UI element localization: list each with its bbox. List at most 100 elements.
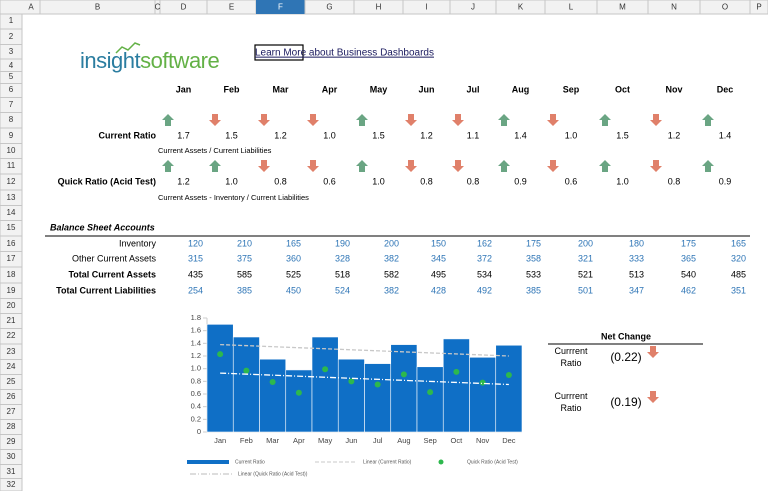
column-header[interactable]: B [95, 3, 100, 12]
column-header[interactable]: L [569, 3, 574, 12]
trend-arrow [162, 160, 174, 172]
ratio-value: 1.4 [514, 130, 527, 140]
column-header[interactable]: F [278, 3, 283, 12]
scatter-point [243, 367, 250, 374]
row-header[interactable]: 32 [7, 480, 16, 489]
bar [495, 344, 523, 433]
account-value: 254 [188, 285, 203, 295]
row-header[interactable]: 8 [9, 115, 14, 124]
trend-arrow [547, 114, 559, 126]
column-header[interactable]: M [619, 3, 626, 12]
row-header[interactable]: 20 [7, 301, 16, 310]
x-tick-label: Jun [345, 436, 357, 445]
row-header[interactable]: 2 [9, 32, 14, 41]
ratio-value: 0.8 [467, 176, 480, 186]
selected-column-header [256, 0, 305, 14]
trend-arrow [702, 114, 714, 126]
scatter-point [427, 389, 434, 396]
row-header[interactable]: 9 [9, 131, 14, 140]
net-change-value: (0.19) [610, 395, 641, 409]
row-header[interactable]: 26 [7, 392, 16, 401]
column-header[interactable]: D [181, 3, 187, 12]
account-value: 513 [629, 269, 644, 279]
row-header[interactable]: 25 [7, 377, 16, 386]
column-header[interactable]: N [671, 3, 677, 12]
account-label: Inventory [119, 238, 157, 248]
column-header[interactable]: P [756, 3, 761, 12]
account-value: 385 [526, 285, 541, 295]
row-header[interactable]: 4 [9, 61, 14, 70]
scatter-point [269, 378, 276, 385]
row-header[interactable]: 16 [7, 239, 16, 248]
ratio-value: 0.6 [323, 176, 336, 186]
bar [206, 324, 234, 433]
column-header[interactable]: G [326, 3, 332, 12]
row-header[interactable]: 7 [9, 100, 14, 109]
row-header[interactable]: 15 [7, 223, 16, 232]
ratio-value: 0.8 [274, 176, 287, 186]
column-header[interactable]: E [229, 3, 234, 12]
row-header[interactable]: 18 [7, 270, 16, 279]
account-value: 320 [731, 253, 746, 263]
column-header[interactable]: C [155, 3, 161, 12]
trend-arrow [162, 114, 174, 126]
y-tick-label: 0 [197, 427, 201, 436]
row-header[interactable]: 14 [7, 208, 16, 217]
row-header[interactable]: 12 [7, 177, 16, 186]
row-header[interactable]: 30 [7, 452, 16, 461]
month-header: Apr [322, 84, 338, 94]
row-header[interactable]: 1 [9, 16, 14, 25]
account-value: 534 [477, 269, 492, 279]
account-value: 382 [384, 285, 399, 295]
row-header[interactable]: 27 [7, 407, 16, 416]
row-header[interactable]: 3 [9, 47, 14, 56]
row-header[interactable]: 29 [7, 437, 16, 446]
row-header[interactable]: 23 [7, 347, 16, 356]
row-header[interactable]: 21 [7, 316, 16, 325]
row-header[interactable]: 22 [7, 331, 16, 340]
logo-part: insight [80, 48, 140, 73]
row-header[interactable]: 31 [7, 467, 16, 476]
column-header[interactable]: J [471, 3, 475, 12]
ratio-label: Quick Ratio (Acid Test) [58, 176, 156, 186]
column-header[interactable]: O [722, 3, 728, 12]
account-value: 328 [335, 253, 350, 263]
ratio-value: 1.2 [668, 130, 681, 140]
logo-graph [115, 42, 141, 54]
row-header[interactable]: 6 [9, 85, 14, 94]
row-header[interactable]: 10 [7, 146, 16, 155]
column-header[interactable]: I [425, 3, 427, 12]
ratio-value: 1.0 [323, 130, 336, 140]
row-header[interactable]: 19 [7, 286, 16, 295]
row-header[interactable]: 13 [7, 193, 16, 202]
x-tick-label: Sep [423, 436, 436, 445]
account-value: 210 [237, 238, 252, 248]
column-header[interactable]: H [376, 3, 382, 12]
column-header[interactable]: A [28, 3, 34, 12]
bar [285, 369, 313, 433]
row-header[interactable]: 24 [7, 362, 16, 371]
row-header[interactable]: 17 [7, 254, 16, 263]
row-header[interactable]: 5 [9, 72, 14, 81]
trend-arrow [650, 160, 662, 172]
cell-selection [254, 44, 304, 61]
trend-arrow [258, 114, 270, 126]
x-tick-label: Aug [397, 436, 410, 445]
y-tick-label: 1.4 [191, 338, 201, 347]
month-header: Nov [665, 84, 682, 94]
scatter-point [374, 381, 381, 388]
bar [311, 336, 339, 433]
legend-label: Quick Ratio (Acid Test) [467, 459, 518, 465]
net-change-arrow [647, 346, 659, 358]
logo-part: software [140, 48, 219, 73]
link[interactable]: Learn More about Business Dashboards [255, 48, 434, 59]
column-header[interactable]: K [518, 3, 524, 12]
trend-arrow [452, 160, 464, 172]
row-header[interactable]: 28 [7, 422, 16, 431]
account-value: 582 [384, 269, 399, 279]
account-value: 521 [578, 269, 593, 279]
account-value: 190 [335, 238, 350, 248]
row-header[interactable]: 11 [7, 161, 16, 170]
y-tick-label: 0.2 [191, 414, 201, 423]
